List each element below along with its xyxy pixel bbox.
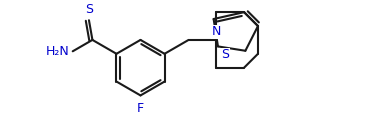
Text: H₂N: H₂N bbox=[46, 45, 70, 58]
Text: N: N bbox=[212, 25, 221, 38]
Text: S: S bbox=[222, 48, 230, 61]
Text: S: S bbox=[85, 3, 93, 16]
Text: F: F bbox=[137, 102, 144, 115]
